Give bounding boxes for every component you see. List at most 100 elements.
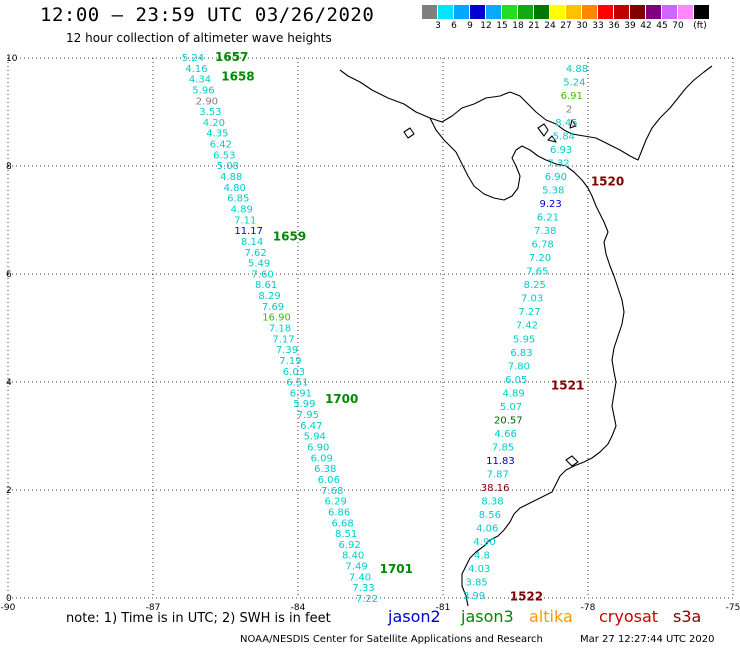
scale-label: 6 [451, 21, 457, 31]
swh-value: 4.90 [473, 537, 495, 548]
swh-value: 7.49 [345, 562, 367, 573]
swh-value: 6.09 [311, 453, 333, 464]
scale-swatch [566, 5, 582, 19]
swh-value: 6.92 [338, 540, 360, 551]
swh-value: 5.38 [542, 186, 564, 197]
scale-swatch [454, 5, 470, 19]
scale-label: 3 [435, 21, 441, 31]
swh-value: 3.53 [199, 107, 221, 118]
swh-value: 6.93 [550, 145, 572, 156]
legend-jason3: jason3 [461, 607, 514, 626]
scale-swatch [534, 5, 550, 19]
swh-value: 4.06 [476, 523, 498, 534]
scale-swatch [518, 5, 534, 19]
scale-swatch [694, 5, 710, 19]
pass-time-label: 1657 [215, 50, 248, 64]
scale-swatch [614, 5, 630, 19]
swh-value: 7.32 [547, 159, 569, 170]
lat-tick-label: 2 [6, 486, 12, 496]
pass-time-label: 1659 [273, 230, 306, 244]
central-america-north-coast [339, 65, 713, 161]
swh-value: 4.34 [189, 75, 211, 86]
scale-swatch [582, 5, 598, 19]
swh-value: 7.80 [508, 361, 530, 372]
scale-swatch [598, 5, 614, 19]
swh-value: 7.87 [487, 469, 509, 480]
swh-value: 5.24 [182, 53, 204, 64]
jason3-track-west: 5.244.164.345.962.903.534.204.356.426.53… [182, 50, 413, 605]
generated-timestamp: Mar 27 12:27:44 UTC 2020 [580, 634, 715, 645]
scale-swatch [438, 5, 454, 19]
scale-swatch [422, 5, 438, 19]
scale-label: 27 [560, 21, 572, 31]
pass-time-label: 1520 [591, 175, 624, 189]
swh-value: 7.33 [352, 583, 374, 594]
scale-unit: (ft) [693, 21, 707, 31]
swh-value: 8.56 [479, 510, 501, 521]
pass-time-label: 1700 [325, 392, 358, 406]
swh-value: 8.14 [241, 237, 263, 248]
swh-value: 11.83 [486, 456, 515, 467]
swh-value: 6.29 [325, 497, 347, 508]
swh-value: 6.91 [290, 388, 312, 399]
azuero-peninsula [429, 117, 457, 153]
swh-value: 5.96 [192, 85, 214, 96]
swh-value: 6.90 [545, 172, 567, 183]
swh-value: 4.03 [468, 564, 490, 575]
swh-value: 7.62 [245, 248, 267, 259]
swh-value: 7.68 [321, 486, 343, 497]
map-subtitle: 12 hour collection of altimeter wave hei… [66, 31, 332, 45]
swh-value: 8.61 [255, 280, 277, 291]
swh-value: 8.51 [335, 529, 357, 540]
swh-value: 6.38 [314, 464, 336, 475]
map-title: 12:00 – 23:59 UTC 03/26/2020 [40, 4, 375, 26]
scale-label: 18 [512, 21, 524, 31]
swh-value: 7.60 [251, 269, 273, 280]
pearl-islands [537, 119, 577, 143]
scale-label: 30 [576, 21, 588, 31]
swh-value: 11.17 [234, 226, 263, 237]
scale-label: 15 [496, 21, 508, 31]
scale-label: 39 [624, 21, 636, 31]
swh-value: 7.18 [269, 324, 291, 335]
lon-tick-label: -78 [581, 603, 596, 613]
coiba-island [403, 127, 415, 139]
jason3-track-east: 4.88 5.24 6.91 2 8.45 5.84 6.93 7.32 6.90 5.38 9.2… [463, 64, 624, 603]
swh-value: 7.65 [526, 267, 548, 278]
map-note: note: 1) Time is in UTC; 2) SWH is in fe… [66, 611, 331, 626]
swh-value: 6.53 [213, 150, 235, 161]
swh-value: 6.90 [307, 443, 329, 454]
scale-swatch [470, 5, 486, 19]
swh-value: 8.40 [342, 551, 364, 562]
swh-value: 5.49 [248, 259, 270, 270]
lon-tick-label: -87 [146, 603, 161, 613]
swh-value: 38.16 [481, 483, 510, 494]
swh-value: 7.11 [234, 215, 256, 226]
legend-cryosat: cryosat [599, 607, 659, 626]
lon-tick-label: -81 [436, 603, 451, 613]
swh-value: 2.90 [196, 96, 218, 107]
scale-label: 33 [592, 21, 604, 31]
swh-value: 5.07 [500, 402, 522, 413]
scale-swatch [630, 5, 646, 19]
scale-label: 36 [608, 21, 620, 31]
lon-tick-label: -84 [291, 603, 306, 613]
pass-time-label: 1521 [551, 379, 584, 393]
swh-value: 7.38 [534, 226, 556, 237]
swh-value: 7.39 [276, 345, 298, 356]
swh-value: 6.78 [532, 240, 554, 251]
scale-swatch [486, 5, 502, 19]
pass-time-label: 1658 [221, 69, 254, 83]
lon-tick-label: -75 [726, 603, 740, 613]
swh-value: 6.85 [227, 194, 249, 205]
pass-time-label: 1522 [510, 589, 543, 603]
swh-value: 7.20 [529, 253, 551, 264]
legend-jason2: jason2 [388, 607, 441, 626]
swh-value: 8.25 [524, 280, 546, 291]
lat-tick-label: 6 [6, 270, 12, 280]
swh-value: 8.45 [555, 118, 577, 129]
scale-swatch [646, 5, 662, 19]
scale-swatch [662, 5, 678, 19]
swh-value: 7.22 [356, 594, 378, 605]
